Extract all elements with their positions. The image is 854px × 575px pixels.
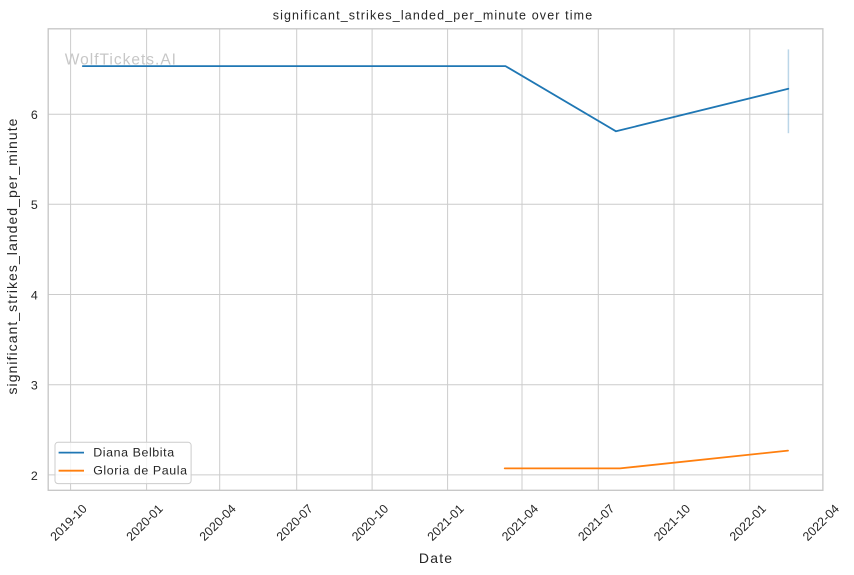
svg-text:Gloria de Paula: Gloria de Paula [93, 463, 187, 477]
svg-text:5: 5 [31, 198, 38, 212]
svg-text:6: 6 [31, 108, 38, 122]
svg-text:significant_strikes_landed_per: significant_strikes_landed_per_minute ov… [273, 9, 594, 23]
svg-text:4: 4 [31, 288, 38, 302]
svg-text:2: 2 [31, 469, 38, 483]
svg-text:significant_strikes_landed_per: significant_strikes_landed_per_minute [4, 118, 20, 395]
svg-text:Diana Belbita: Diana Belbita [93, 445, 175, 459]
svg-text:3: 3 [31, 379, 38, 393]
svg-text:Date: Date [419, 550, 453, 566]
svg-text:WolfTickets.AI: WolfTickets.AI [65, 51, 177, 68]
